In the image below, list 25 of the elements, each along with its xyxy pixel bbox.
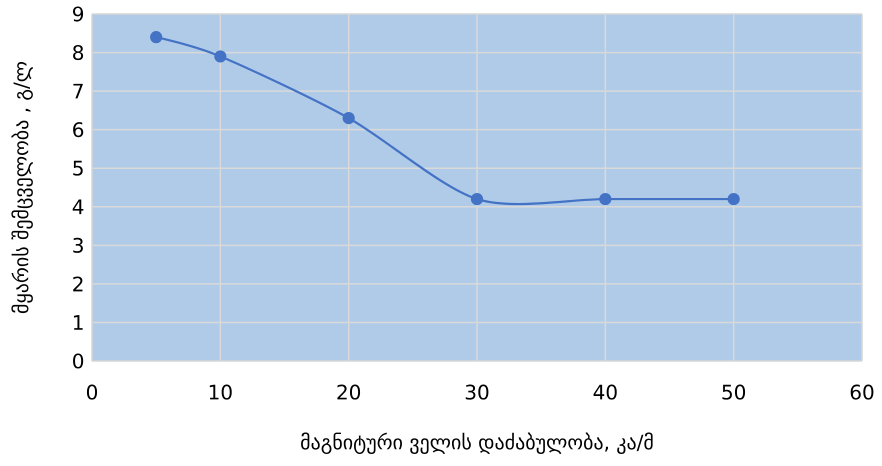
point [214,50,226,63]
x-tick-label: 20 [337,384,360,400]
x-axis-title: მაგნიტური ველის დაძაბულობა, კა/მ [301,432,653,454]
point [150,31,162,44]
y-axis-title: მყარის შემცველობა , გ/ლ [11,62,33,314]
y-tick-label: 7 [73,84,83,98]
point [728,192,740,206]
x-tick-label: 60 [850,384,874,400]
x-tick-label: 40 [594,384,617,400]
point [342,112,355,124]
y-tick-label: 5 [73,160,83,176]
y-tick-label: 9 [73,6,84,22]
x-tick-label: 30 [466,384,488,400]
point [470,192,484,206]
y-tick-label: 3 [73,238,83,253]
x-tick-label: 0 [86,384,98,400]
point [599,192,612,206]
x-tick-label: 50 [722,384,746,400]
y-tick-label: 4 [72,200,84,214]
y-tick-label: 2 [73,276,82,292]
y-tick-label: 1 [74,315,83,330]
y-tick-label: 6 [73,122,84,138]
x-tick-label: 10 [210,384,232,400]
y-tick-label: 8 [73,45,84,60]
y-tick-label: 0 [73,353,84,369]
